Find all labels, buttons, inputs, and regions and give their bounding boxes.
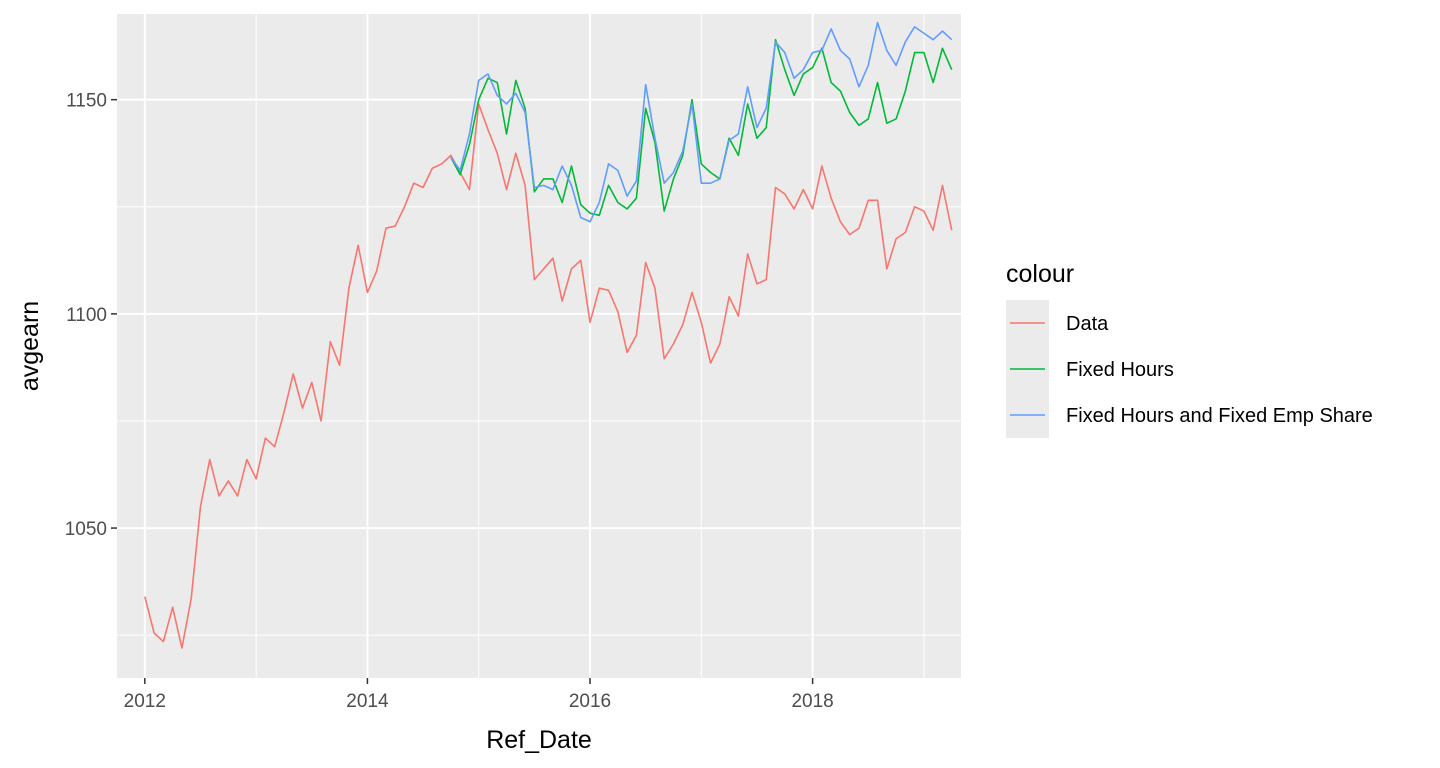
major-gridlines [117, 14, 961, 678]
series-line-2 [450, 21, 953, 223]
series-line-0 [144, 103, 953, 649]
x-tick-label: 2016 [569, 691, 611, 712]
legend-label: Data [1066, 313, 1109, 335]
y-tick-label: 1100 [66, 305, 107, 326]
series-lines [144, 21, 953, 649]
x-tick-label: 2012 [124, 691, 166, 712]
legend-label: Fixed Hours and Fixed Emp Share [1066, 405, 1373, 427]
axes: 2012 2014 2016 2018 1050 1100 1150 [65, 91, 834, 712]
series-line-1 [450, 38, 953, 217]
legend-items: Data Fixed Hours Fixed Hours and Fixed Emp… [1006, 300, 1373, 438]
plot-panel [117, 14, 961, 678]
legend-title: colour [1006, 260, 1074, 288]
y-axis-title: avgearn [16, 301, 44, 391]
x-axis-title: Ref_Date [486, 726, 592, 754]
x-tick-label: 2018 [791, 691, 833, 712]
x-tick-label: 2014 [346, 691, 389, 712]
legend-label: Fixed Hours [1066, 359, 1174, 381]
y-tick-label: 1150 [66, 91, 107, 112]
minor-gridlines [117, 14, 961, 678]
y-tick-label: 1050 [65, 519, 107, 540]
legend: colour Data Fixed Hours Fixed Hours and Fi… [1006, 260, 1373, 438]
